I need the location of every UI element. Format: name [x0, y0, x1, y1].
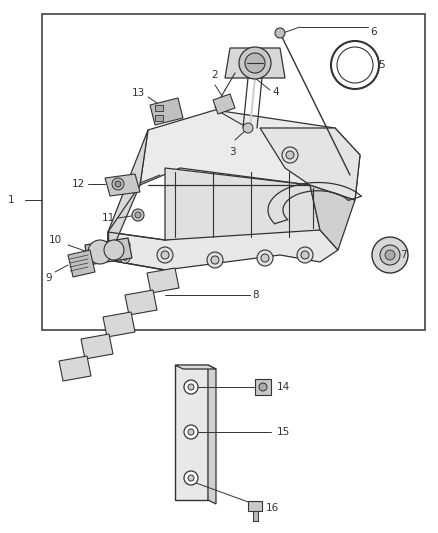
Circle shape	[123, 255, 127, 261]
Text: 6: 6	[370, 27, 377, 37]
Circle shape	[372, 237, 408, 273]
Bar	[255, 379, 271, 395]
Text: 7: 7	[400, 250, 406, 260]
Polygon shape	[59, 356, 91, 381]
Circle shape	[331, 41, 379, 89]
Circle shape	[207, 252, 223, 268]
Polygon shape	[150, 98, 183, 125]
Text: 12: 12	[72, 179, 85, 189]
Polygon shape	[147, 268, 179, 293]
Circle shape	[286, 151, 294, 159]
Circle shape	[184, 471, 198, 485]
Circle shape	[261, 254, 269, 262]
Polygon shape	[310, 185, 355, 250]
Text: 10: 10	[49, 235, 62, 245]
Circle shape	[257, 250, 273, 266]
Circle shape	[135, 212, 141, 218]
Polygon shape	[175, 365, 208, 500]
Circle shape	[115, 181, 121, 187]
Polygon shape	[125, 290, 157, 315]
Text: 14: 14	[277, 382, 290, 392]
Bar	[155, 105, 163, 111]
Polygon shape	[85, 238, 132, 265]
Polygon shape	[208, 365, 216, 504]
Text: 13: 13	[132, 88, 145, 98]
Circle shape	[120, 240, 130, 250]
Polygon shape	[213, 94, 235, 114]
Circle shape	[259, 383, 267, 391]
Circle shape	[243, 123, 253, 133]
Circle shape	[297, 247, 313, 263]
Circle shape	[380, 245, 400, 265]
Polygon shape	[175, 365, 216, 369]
Polygon shape	[108, 130, 148, 260]
Polygon shape	[103, 312, 135, 337]
Text: 3: 3	[229, 147, 235, 157]
Circle shape	[385, 250, 395, 260]
Polygon shape	[68, 250, 95, 277]
Circle shape	[112, 178, 124, 190]
Polygon shape	[81, 334, 113, 359]
Text: 16: 16	[266, 503, 279, 513]
Circle shape	[282, 147, 298, 163]
Polygon shape	[225, 48, 285, 78]
Text: 8: 8	[252, 290, 258, 300]
Circle shape	[188, 475, 194, 481]
Text: 4: 4	[272, 87, 279, 97]
Circle shape	[245, 53, 265, 73]
Bar	[155, 115, 163, 121]
Text: 11: 11	[102, 213, 115, 223]
Polygon shape	[140, 110, 360, 200]
Polygon shape	[105, 174, 140, 196]
Circle shape	[88, 240, 112, 264]
Circle shape	[132, 209, 144, 221]
Circle shape	[188, 384, 194, 390]
Circle shape	[301, 251, 309, 259]
Circle shape	[161, 251, 169, 259]
Bar	[253, 511, 258, 521]
Circle shape	[184, 425, 198, 439]
Text: 5: 5	[378, 60, 385, 70]
Circle shape	[337, 47, 373, 83]
Text: 1: 1	[8, 195, 14, 205]
Circle shape	[239, 47, 271, 79]
Circle shape	[184, 380, 198, 394]
Circle shape	[120, 253, 130, 263]
Circle shape	[104, 240, 124, 260]
Circle shape	[275, 28, 285, 38]
Circle shape	[188, 429, 194, 435]
Circle shape	[123, 243, 127, 247]
Polygon shape	[165, 168, 320, 240]
Text: 15: 15	[277, 427, 290, 437]
Text: 9: 9	[46, 273, 52, 283]
Polygon shape	[108, 225, 338, 270]
Polygon shape	[260, 128, 360, 200]
Text: 2: 2	[212, 70, 218, 80]
Bar	[248, 501, 262, 511]
Circle shape	[157, 247, 173, 263]
Circle shape	[211, 256, 219, 264]
Bar	[42, 14, 425, 330]
